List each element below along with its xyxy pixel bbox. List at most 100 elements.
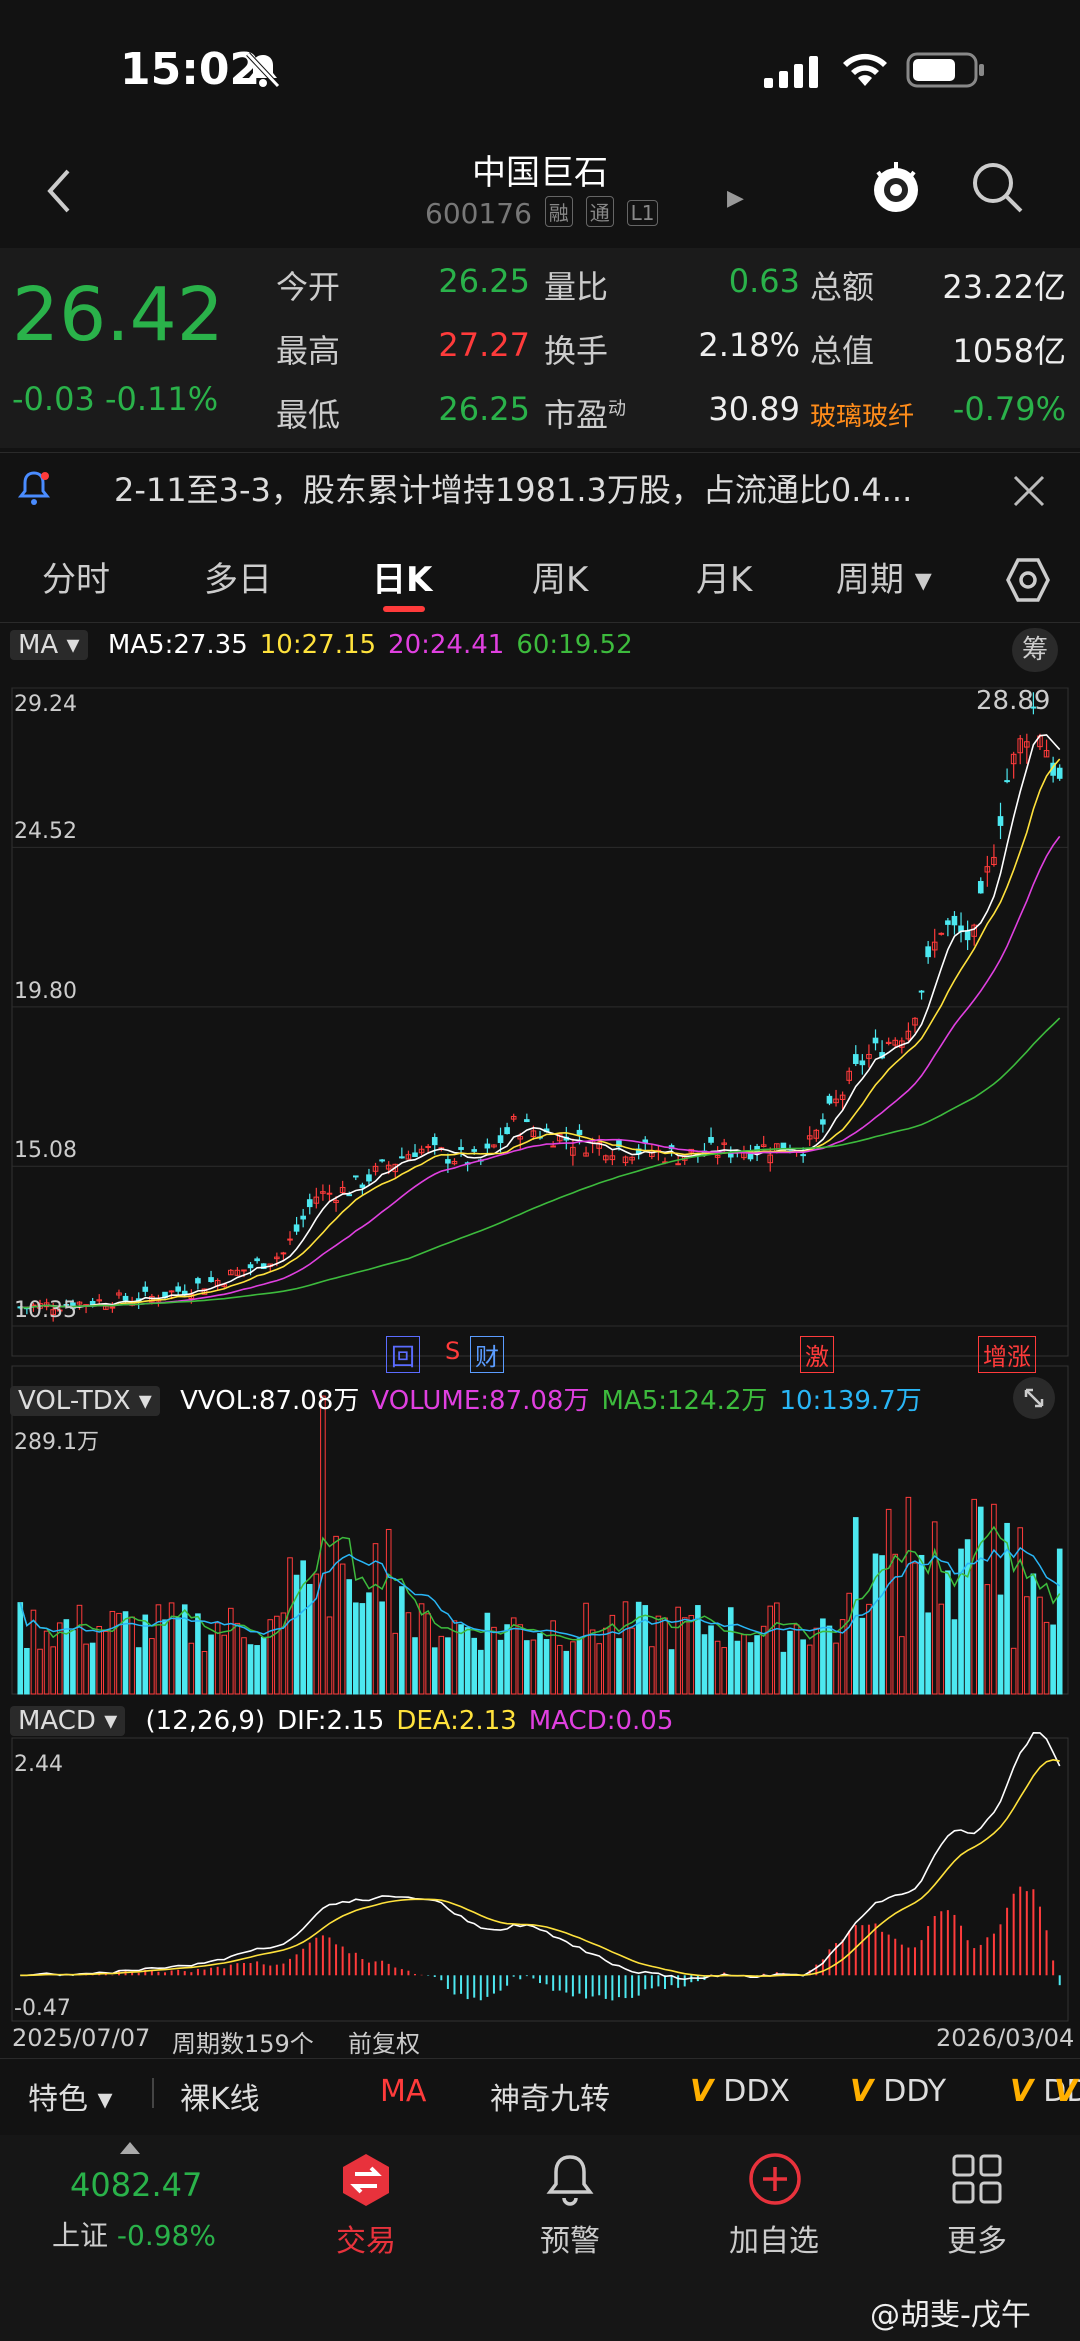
volume-bar [787, 1630, 793, 1695]
volume-bar [366, 1592, 372, 1695]
volume-bar [833, 1642, 839, 1695]
adjust-mode[interactable]: 前复权 [348, 2030, 420, 2058]
toolbar-item-0[interactable]: 裸K线 [180, 2074, 260, 2118]
index-row[interactable]: 上证 -0.98% [52, 2214, 216, 2254]
tab-5[interactable]: 周期 ▾ [836, 560, 932, 600]
stock-code-row: 600176 融 通 L1 [425, 196, 659, 230]
trade-icon[interactable] [340, 2152, 392, 2208]
price-axis-label: 29.24 [14, 692, 77, 717]
volume-bar [556, 1644, 563, 1695]
add-watchlist-icon[interactable] [748, 2152, 802, 2206]
expand-up-icon[interactable] [120, 2142, 140, 2154]
battery-icon [906, 52, 984, 88]
event-marker[interactable]: 增涨 [978, 1336, 1036, 1373]
toolbar-item-2[interactable]: 神奇九转 [490, 2074, 610, 2118]
macd-legend-item: DEA:2.13 [396, 1706, 517, 1736]
nav-alert[interactable]: 预警 [540, 2224, 600, 2259]
toolbar-item-4[interactable]: V DDY [850, 2074, 946, 2109]
tab-3[interactable]: 周K [532, 560, 589, 600]
volume-bar [175, 1617, 181, 1695]
volume-bar [714, 1640, 721, 1695]
volume-bar [971, 1498, 977, 1695]
index-change: -0.98% [116, 2219, 216, 2252]
candle-body [721, 1142, 728, 1145]
event-marker[interactable]: S [445, 1337, 461, 1365]
macd-indicator-dropdown[interactable]: MACD ▾ [10, 1706, 126, 1736]
volume-bar [392, 1632, 399, 1695]
candle-body [333, 1200, 339, 1203]
candle-body [859, 1060, 866, 1066]
tab-0[interactable]: 分时 [42, 560, 110, 600]
chip-distribution-button[interactable]: 筹 [1012, 628, 1058, 672]
candle-body [50, 1309, 56, 1316]
volume-bar [846, 1592, 852, 1695]
settings-hexagon-icon[interactable] [1004, 556, 1052, 604]
tab-4[interactable]: 月K [696, 560, 753, 600]
quote-value: 2.18% [698, 326, 800, 364]
volume-max-label: 289.1万 [14, 1430, 99, 1455]
toolbar-item-5[interactable]: VDDZ [1010, 2074, 1080, 2109]
indicator-dropdown[interactable]: MA ▾ [10, 630, 88, 660]
quote-label: 最低 [276, 396, 341, 434]
volume-bar [208, 1634, 214, 1695]
close-icon[interactable] [1012, 474, 1046, 508]
nav-more[interactable]: 更多 [947, 2224, 1007, 2259]
candle-body [991, 856, 997, 866]
volume-legend-item: 10:139.7万 [779, 1386, 922, 1416]
mascot-icon[interactable] [868, 158, 924, 216]
quote-value: 30.89 [708, 390, 800, 428]
toolbar-item-1[interactable]: MA [380, 2074, 426, 2109]
candle-body [964, 930, 971, 941]
toolbar-item-3[interactable]: V DDX [690, 2074, 790, 2109]
next-stock-icon[interactable]: ▶ [727, 186, 744, 211]
volume-bar [734, 1640, 741, 1695]
volume-bar [813, 1627, 820, 1695]
alert-bell-icon[interactable] [544, 2152, 596, 2208]
tab-2[interactable]: 日K [372, 560, 433, 600]
volume-bar [116, 1612, 122, 1695]
volume-bar [945, 1570, 951, 1695]
candle-body [385, 1164, 392, 1170]
nav-add-watch[interactable]: 加自选 [729, 2224, 819, 2259]
candle-body [622, 1156, 629, 1164]
candle-body [767, 1154, 774, 1164]
volume-bar [418, 1603, 425, 1695]
volume-ma-10 [19, 1546, 1061, 1639]
stock-chart[interactable] [0, 676, 1080, 2054]
nav-trade[interactable]: 交易 [336, 2224, 396, 2259]
candle-body [918, 990, 925, 993]
candle-body [313, 1196, 320, 1204]
tab-1[interactable]: 多日 [204, 560, 272, 600]
candle-body [320, 1191, 326, 1194]
notice-text[interactable]: 2-11至3-3，股东累计增持1981.3万股，占流通比0.4... [114, 471, 913, 509]
event-marker[interactable]: 财 [470, 1336, 504, 1373]
stock-name: 中国巨石 [472, 153, 608, 193]
volume-indicator-dropdown[interactable]: VOL-TDX ▾ [10, 1386, 160, 1416]
search-icon[interactable] [970, 160, 1024, 214]
toolbar-item-label: MA [380, 2074, 427, 2109]
special-dropdown[interactable]: 特色 ▾ [28, 2082, 113, 2117]
back-icon[interactable] [46, 168, 72, 214]
volume-bar [563, 1650, 570, 1695]
macd-min-label: -0.47 [14, 1996, 71, 2021]
candle-body [195, 1278, 201, 1284]
expand-icon[interactable] [1012, 1376, 1056, 1420]
volume-bar [274, 1615, 280, 1695]
event-marker[interactable]: 激 [800, 1336, 834, 1373]
candle-body [70, 1302, 76, 1309]
index-value[interactable]: 4082.47 [70, 2166, 203, 2204]
quote-panel [0, 248, 1080, 448]
v-icon: V [1010, 2074, 1034, 2109]
quote-value: 1058亿 [952, 332, 1066, 370]
price-axis-label: 10.35 [14, 1298, 77, 1323]
volume-bar [649, 1646, 655, 1695]
event-marker[interactable]: 回 [386, 1336, 420, 1373]
candle-body [1056, 767, 1063, 779]
volume-bar [754, 1635, 760, 1695]
start-date: 2025/07/07 [12, 2024, 151, 2052]
volume-bar [918, 1554, 925, 1695]
volume-bar [866, 1603, 872, 1695]
volume-legend-item: VVOL:87.08万 [180, 1386, 360, 1416]
quote-value: 23.22亿 [942, 268, 1066, 306]
more-grid-icon[interactable] [952, 2154, 1002, 2204]
